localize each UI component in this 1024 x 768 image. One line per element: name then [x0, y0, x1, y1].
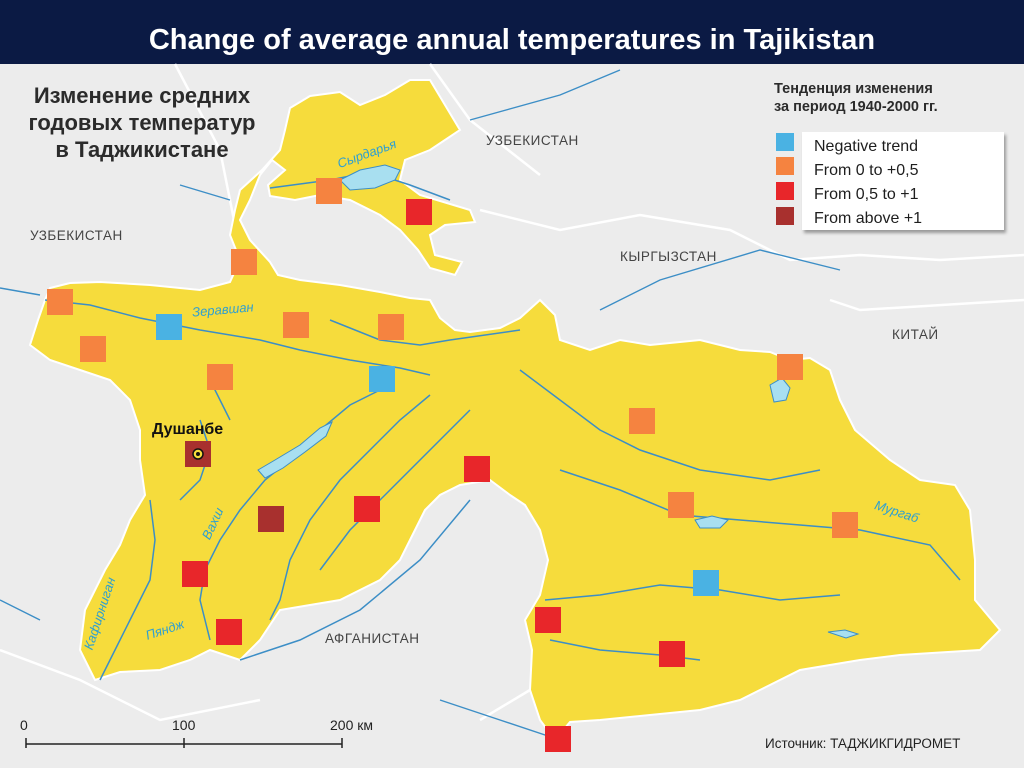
legend-swatch-0-5-to-1 — [776, 182, 794, 200]
legend-label-0-to-0-5: From 0 to +0,5 — [814, 162, 919, 179]
station-marker — [258, 506, 284, 532]
slide-title: Change of average annual temperatures in… — [148, 24, 876, 56]
station-marker — [231, 249, 257, 275]
country-label-kyrgyzstan: КЫРГЫЗСТАН — [620, 249, 717, 264]
station-marker — [406, 199, 432, 225]
legend-heading-line-2: за период 1940-2000 гг. — [774, 99, 938, 115]
station-marker — [777, 354, 803, 380]
capital-label: Душанбе — [152, 421, 224, 438]
station-marker — [216, 619, 242, 645]
legend-swatch-negative — [776, 133, 794, 151]
station-marker — [464, 456, 490, 482]
country-label-china: КИТАЙ — [892, 327, 939, 342]
scale-bar — [25, 738, 343, 748]
scale-label-max: 200 км — [330, 717, 373, 733]
station-marker — [659, 641, 685, 667]
legend-label-above-1: From above +1 — [814, 210, 923, 227]
zorkul-lake — [827, 629, 860, 639]
map-heading-line-1: Изменение средних — [33, 83, 251, 108]
scale-label-mid: 100 — [172, 717, 196, 733]
station-marker — [283, 312, 309, 338]
station-marker — [535, 607, 561, 633]
legend-swatch-above-1 — [776, 207, 794, 225]
source-label: Источник: ТАДЖИКГИДРОМЕТ — [765, 736, 961, 751]
station-marker — [80, 336, 106, 362]
legend-heading-line-1: Тенденция изменения — [774, 81, 933, 97]
country-label-afghanistan: АФГАНИСТАН — [325, 631, 420, 646]
nurek-reservoir — [257, 420, 333, 479]
station-marker — [545, 726, 571, 752]
capital-icon — [192, 448, 204, 460]
title-bar — [0, 0, 1024, 64]
station-marker — [832, 512, 858, 538]
station-marker — [47, 289, 73, 315]
map-heading-line-2: годовых температур — [28, 110, 256, 135]
legend-box: Negative trend From 0 to +0,5 From 0,5 t… — [802, 132, 1004, 230]
legend-label-0-5-to-1: From 0,5 to +1 — [814, 186, 919, 203]
capital-marker — [185, 441, 211, 467]
outer-rivers — [0, 69, 841, 741]
kayrakkum-reservoir — [339, 164, 401, 191]
station-marker — [182, 561, 208, 587]
legend-swatch-0-to-0-5 — [776, 157, 794, 175]
station-marker — [378, 314, 404, 340]
station-marker — [156, 314, 182, 340]
station-marker — [668, 492, 694, 518]
country-label-uzbekistan-west: УЗБЕКИСТАН — [30, 228, 123, 243]
tajikistan-territory — [28, 79, 1002, 742]
station-marker — [629, 408, 655, 434]
map-heading: Изменение средних годовых температур в Т… — [12, 82, 272, 163]
station-marker — [369, 366, 395, 392]
station-marker — [354, 496, 380, 522]
station-marker — [693, 570, 719, 596]
map-heading-line-3: в Таджикистане — [55, 137, 229, 162]
scale-label-zero: 0 — [20, 717, 28, 733]
legend-heading: Тенденция изменения за период 1940-2000 … — [774, 80, 994, 116]
station-marker — [316, 178, 342, 204]
sarez-lake — [694, 515, 729, 529]
station-marker — [207, 364, 233, 390]
country-label-uzbekistan-north: УЗБЕКИСТАН — [486, 133, 579, 148]
legend-label-negative: Negative trend — [814, 138, 919, 155]
